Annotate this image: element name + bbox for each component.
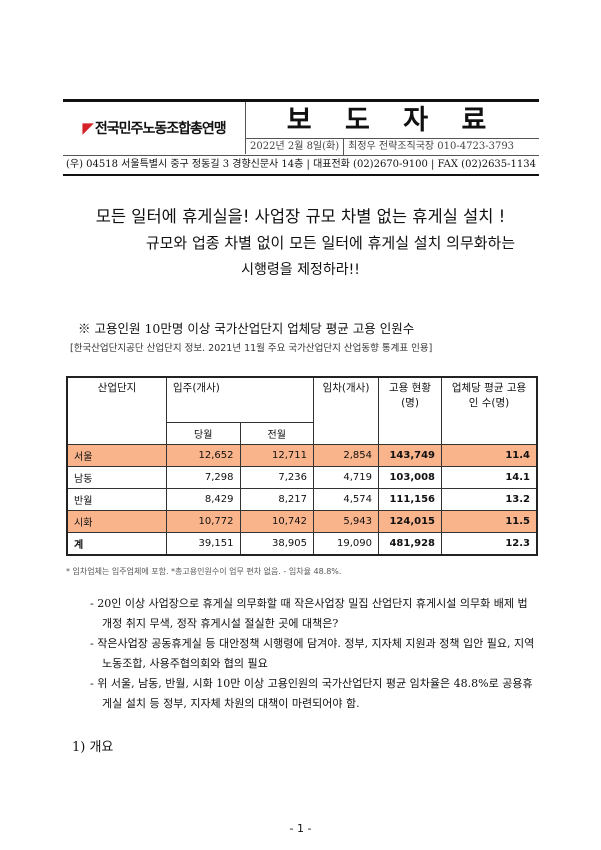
cell-lease: 4,719	[313, 466, 379, 489]
cell-avg: 11.4	[441, 444, 538, 467]
cell-prev: 12,711	[239, 444, 314, 467]
cell-name: 남동	[66, 466, 167, 489]
cell-lease: 2,854	[313, 444, 379, 467]
headline-3: 시행령을 제정하라!!	[241, 262, 360, 278]
cell-emp: 481,928	[378, 532, 442, 556]
cell-emp: 103,008	[378, 466, 442, 489]
cell-emp: 124,015	[378, 510, 442, 533]
cell-prev: 8,217	[239, 488, 314, 511]
cell-name: 반월	[66, 488, 167, 511]
table-row: 남동 7,298 7,236 4,719 103,008 14.1	[66, 466, 538, 489]
footnote: * 임차업체는 입주업체에 포함. *총고용인원수이 업무 편차 없음. - 임…	[66, 567, 342, 576]
col-header: 임차(개사)	[313, 376, 379, 445]
headline-2: 규모와 업종 차별 없이 모든 일터에 휴게실 설치 의무화하는	[145, 234, 516, 252]
logo-mark-icon: ◤	[82, 119, 94, 137]
cell-prev: 38,905	[239, 532, 314, 556]
sub-header: 당월	[166, 422, 241, 445]
bullet-item: - 위 서울, 남동, 반월, 시화 10만 이상 고용인원의 국가산업단지 평…	[90, 677, 533, 710]
cell-cur: 12,652	[166, 444, 241, 467]
cell-avg: 12.3	[441, 532, 538, 556]
table-row: 서울 12,652 12,711 2,854 143,749 11.4	[66, 444, 538, 467]
table-row: 시화 10,772 10,742 5,943 124,015 11.5	[66, 510, 538, 533]
cell-emp: 111,156	[378, 488, 442, 511]
cell-cur: 8,429	[166, 488, 241, 511]
col-header: 업체당 평균 고용인 수(명)	[441, 376, 538, 445]
cell-cur: 39,151	[166, 532, 241, 556]
headline-1: 모든 일터에 휴게실을! 사업장 규모 차별 없는 휴게실 설치 !	[95, 207, 506, 226]
cell-avg: 13.2	[441, 488, 538, 511]
date: 2022년 2월 8일(화)	[246, 139, 345, 155]
cell-cur: 10,772	[166, 510, 241, 533]
bullet-item: - 20인 이상 사업장으로 휴게실 의무화할 때 작은사업장 밀집 산업단지 …	[90, 597, 528, 630]
industrial-complex-table: 산업단지 입주(개사) 임차(개사) 고용 현황(명) 업체당 평균 고용인 수(명) …	[66, 376, 538, 556]
contact: 최정우 전략조직국장 010-4723-3793	[348, 141, 515, 152]
sub-header: 전월	[239, 422, 314, 445]
table-row: 계 39,151 38,905 19,090 481,928 12.3	[66, 532, 538, 556]
overview-heading: 1) 개요	[72, 740, 114, 755]
cell-name: 시화	[66, 510, 167, 533]
cell-lease: 4,574	[313, 488, 379, 511]
page-number: - 1 -	[289, 822, 312, 835]
cell-cur: 7,298	[166, 466, 241, 489]
table-row: 반월 8,429 8,217 4,574 111,156 13.2	[66, 488, 538, 511]
cell-emp: 143,749	[378, 444, 442, 467]
col-header: 입주(개사)	[166, 376, 314, 423]
date-contact-row: 2022년 2월 8일(화) 최정우 전략조직국장 010-4723-3793	[246, 138, 539, 155]
section-title: ※ 고용인원 10만명 이상 국가산업단지 업체당 평균 고용 인원수	[78, 321, 415, 336]
cell-lease: 19,090	[313, 532, 379, 556]
bullet-item: - 작은사업장 공동휴게실 등 대안정책 시행령에 담겨야. 정부, 지자체 지…	[90, 637, 535, 670]
bullet-list: - 20인 이상 사업장으로 휴게실 의무화할 때 작은사업장 밀집 산업단지 …	[90, 594, 540, 714]
org-logo: ◤ 전국민주노동조합총연맹	[63, 102, 246, 154]
doc-title: 보 도 자 료	[286, 105, 499, 136]
cell-avg: 11.5	[441, 510, 538, 533]
source-note: [한국산업단지공단 산업단지 정보. 2021년 11월 주요 국가산업단지 산…	[70, 343, 433, 354]
cell-avg: 14.1	[441, 466, 538, 489]
cell-name: 서울	[66, 444, 167, 467]
col-header: 고용 현황(명)	[378, 376, 442, 445]
address: (우) 04518 서울특별시 중구 정동길 3 경향신문사 14층 | 대표전…	[63, 155, 539, 173]
cell-lease: 5,943	[313, 510, 379, 533]
letterhead: ◤ 전국민주노동조합총연맹 보 도 자 료 2022년 2월 8일(화) 최정우 전…	[63, 99, 539, 176]
col-header: 산업단지	[66, 376, 167, 445]
cell-prev: 10,742	[239, 510, 314, 533]
cell-prev: 7,236	[239, 466, 314, 489]
cell-name: 계	[66, 532, 167, 556]
org-name: 전국민주노동조합총연맹	[94, 121, 227, 137]
